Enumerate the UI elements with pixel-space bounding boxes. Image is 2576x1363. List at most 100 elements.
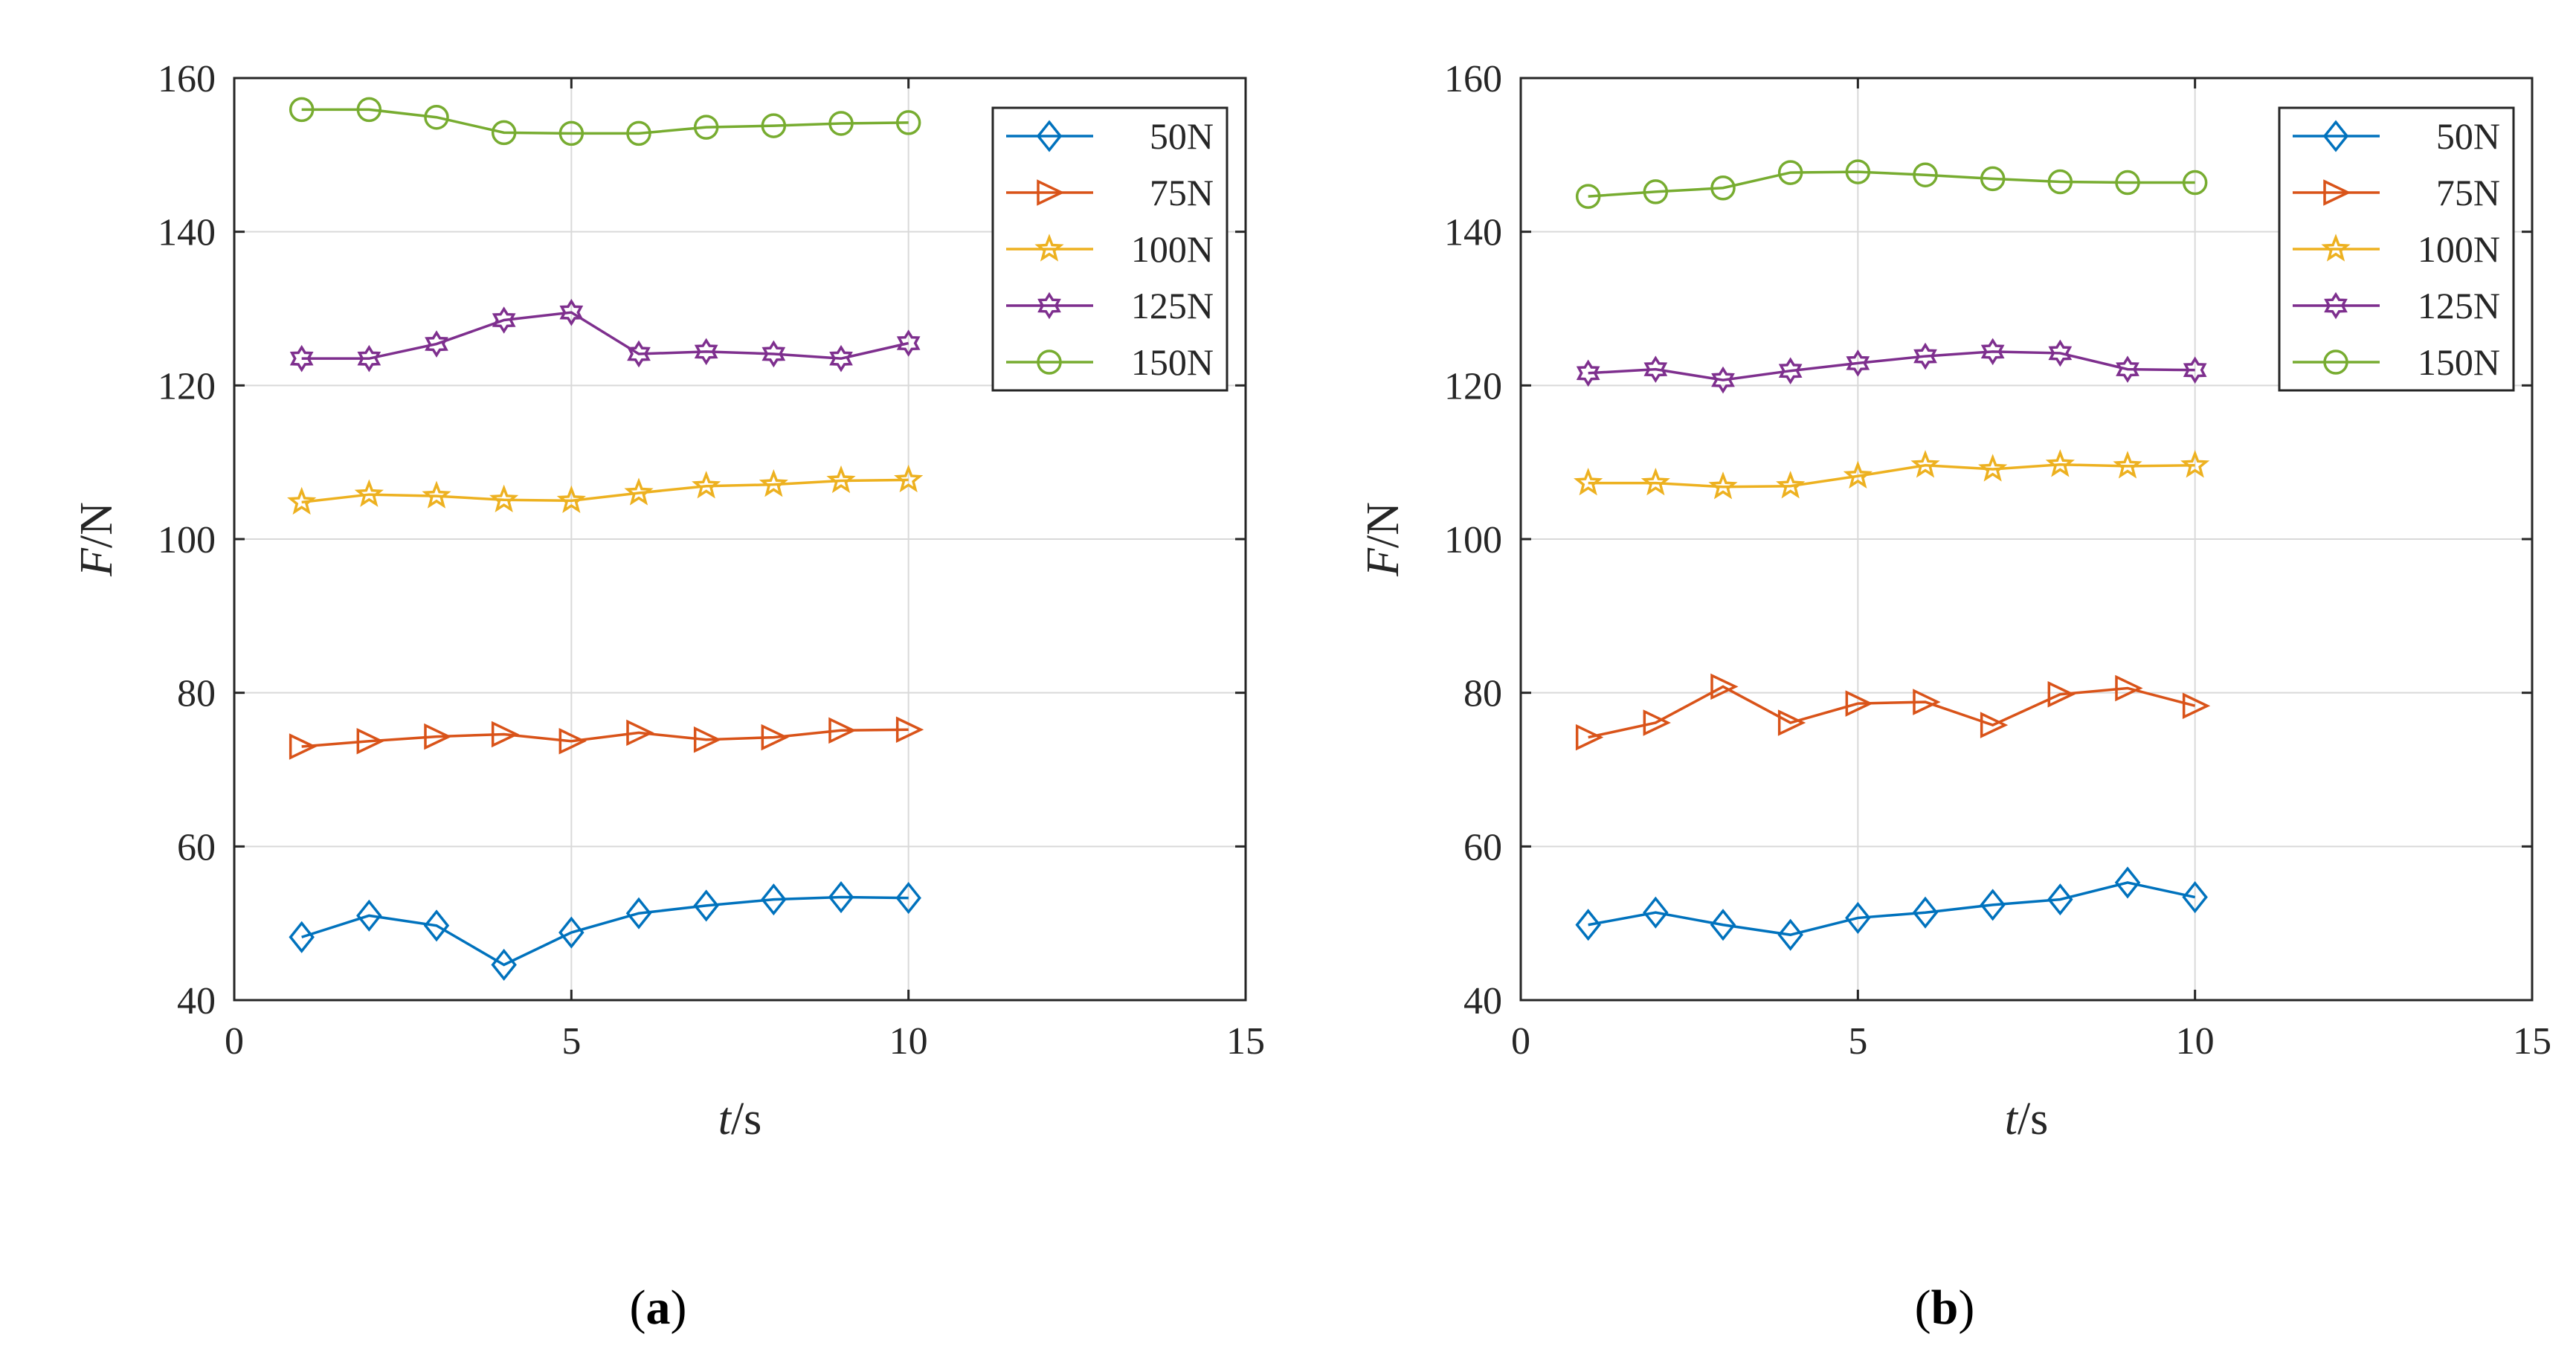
marker-100N-point xyxy=(1910,450,1940,478)
legend-label-100N: 100N xyxy=(1131,228,1214,270)
marker-100N-point xyxy=(1843,460,1873,489)
legend: 50N 75N 100N 125N 150N xyxy=(2278,106,2515,392)
marker-50N-point xyxy=(2322,120,2349,152)
series-line-125N xyxy=(1588,350,2195,381)
marker-50N-point xyxy=(1845,901,1871,934)
marker-150N-point xyxy=(2047,169,2073,195)
panel-label-letter: b xyxy=(1931,1280,1959,1335)
marker-75N-point xyxy=(424,723,452,750)
y-axis-label: F/N xyxy=(71,502,122,577)
marker-125N-point xyxy=(896,329,921,357)
y-tick-label: 60 xyxy=(1464,826,1502,869)
series-line-100N xyxy=(301,478,909,504)
series-125N xyxy=(289,298,921,373)
x-tick-label: 10 xyxy=(2176,1020,2215,1063)
marker-75N-point xyxy=(693,726,722,753)
marker-100N-point xyxy=(2113,451,2142,479)
x-axis-label: t/s xyxy=(2005,1094,2049,1144)
y-tick-label: 120 xyxy=(1444,365,1502,407)
marker-75N-point xyxy=(1777,709,1806,736)
marker-75N-point xyxy=(1980,712,2009,738)
marker-150N-point xyxy=(424,104,449,130)
marker-50N-point xyxy=(423,909,450,942)
x-axis-label-unit: /s xyxy=(2018,1094,2048,1144)
marker-100N-point xyxy=(422,480,451,509)
series-100N xyxy=(1574,449,2210,500)
marker-150N-point xyxy=(2323,349,2348,375)
series-50N xyxy=(1575,866,2208,951)
legend-entry-150N: 150N xyxy=(1006,341,1214,383)
legend-entry-150N: 150N xyxy=(2293,341,2500,383)
marker-75N-point xyxy=(289,733,318,760)
marker-50N-point xyxy=(693,889,719,922)
marker-150N-point xyxy=(895,110,921,135)
legend-entry-50N: 50N xyxy=(2293,115,2500,157)
marker-75N-point xyxy=(761,724,789,751)
marker-125N-point xyxy=(2048,339,2073,367)
series-line-125N xyxy=(301,311,909,360)
marker-150N-point xyxy=(1845,159,1871,184)
marker-125N-point xyxy=(492,306,516,334)
series-50N xyxy=(289,880,921,982)
y-tick-label: 120 xyxy=(158,365,216,407)
marker-50N-point xyxy=(625,897,652,929)
legend-entry-125N: 125N xyxy=(1006,285,1214,326)
x-tick-label: 5 xyxy=(1848,1020,1867,1063)
marker-150N-point xyxy=(1913,162,1938,187)
panel-label-close: ) xyxy=(671,1280,687,1335)
marker-75N-point xyxy=(2323,179,2351,206)
x-axis-label-symbol: t xyxy=(718,1094,732,1144)
marker-75N-point xyxy=(356,727,384,755)
x-axis-label-unit: /s xyxy=(731,1094,761,1144)
marker-125N-point xyxy=(1643,355,1668,383)
y-tick-label: 40 xyxy=(177,980,216,1022)
marker-100N-point xyxy=(894,464,924,493)
y-axis-label-unit: /N xyxy=(71,502,122,548)
legend-label-125N: 125N xyxy=(1131,285,1214,326)
marker-150N-point xyxy=(761,113,787,138)
marker-50N-point xyxy=(356,899,382,932)
x-tick-label: 15 xyxy=(1226,1020,1265,1063)
marker-100N-point xyxy=(2180,450,2210,478)
marker-100N-point xyxy=(287,486,317,515)
marker-150N-point xyxy=(828,111,854,136)
series-125N xyxy=(1576,338,2207,394)
marker-50N-point xyxy=(289,921,315,953)
x-tick-label: 0 xyxy=(1511,1020,1530,1063)
panel-label-open: ( xyxy=(1915,1280,1931,1335)
marker-50N-point xyxy=(828,880,854,914)
panel-label-close: ) xyxy=(1958,1280,1974,1335)
marker-50N-point xyxy=(761,883,787,916)
marker-100N-point xyxy=(1978,454,2008,482)
marker-75N-point xyxy=(2182,692,2211,720)
marker-50N-point xyxy=(2047,883,2073,916)
legend-label-150N: 150N xyxy=(1131,341,1214,383)
marker-75N-point xyxy=(1643,709,1671,736)
marker-150N-point xyxy=(1037,349,1062,375)
y-axis-label-symbol: F xyxy=(1358,547,1408,577)
panel-label-b: (b) xyxy=(1915,1280,1975,1335)
series-150N xyxy=(289,97,921,146)
legend-label-100N: 100N xyxy=(2418,228,2500,270)
legend-label-75N: 75N xyxy=(1150,172,1214,213)
marker-150N-point xyxy=(626,120,651,146)
marker-75N-point xyxy=(828,717,857,744)
marker-75N-point xyxy=(491,721,520,748)
marker-50N-point xyxy=(2182,880,2208,914)
legend-entry-100N: 100N xyxy=(2293,228,2500,270)
marker-150N-point xyxy=(356,97,382,123)
marker-75N-point xyxy=(2047,680,2076,708)
x-axis-label: t/s xyxy=(718,1094,762,1144)
marker-100N-point xyxy=(624,477,654,506)
chart-panel-a: 0 5 10 15 40 60 80 100 120 140 160 t/s F/N 50N 75N 100N… xyxy=(71,58,1265,1335)
series-line-100N xyxy=(1588,463,2195,489)
marker-150N-point xyxy=(491,120,517,146)
y-tick-label: 160 xyxy=(158,58,216,100)
marker-150N-point xyxy=(558,120,585,146)
series-75N xyxy=(1575,673,2211,751)
marker-125N-point xyxy=(2324,291,2348,320)
marker-125N-point xyxy=(694,338,718,366)
chart-panel-b: 0 5 10 15 40 60 80 100 120 140 160 t/s F/N 50N 75N 100N… xyxy=(1358,58,2551,1335)
panel-label-open: ( xyxy=(630,1280,646,1335)
marker-50N-point xyxy=(1643,896,1669,929)
